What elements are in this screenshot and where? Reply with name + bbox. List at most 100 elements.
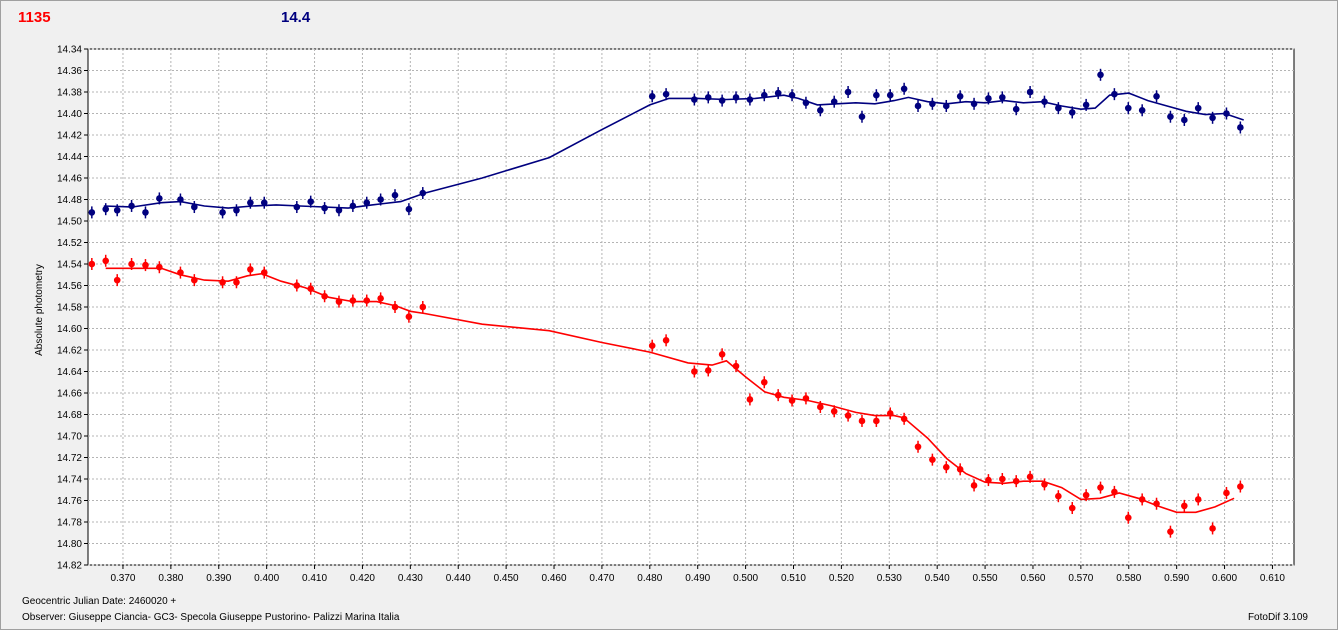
red-data-point bbox=[177, 269, 184, 276]
red-data-point bbox=[191, 276, 198, 284]
blue-data-point bbox=[662, 90, 670, 98]
blue-data-point bbox=[349, 202, 357, 210]
red-data-point bbox=[691, 368, 698, 375]
y-tick-label: 14.34 bbox=[57, 45, 82, 56]
blue-data-point bbox=[900, 85, 908, 93]
x-tick-label: 0.550 bbox=[973, 573, 998, 584]
x-tick-label: 0.560 bbox=[1020, 573, 1045, 584]
red-data-point bbox=[349, 297, 357, 304]
red-data-point bbox=[929, 456, 936, 463]
software-label: FotoDif 3.109 bbox=[1247, 612, 1308, 623]
y-tick-label: 14.50 bbox=[57, 217, 82, 228]
blue-data-point bbox=[247, 199, 254, 207]
y-tick-label: 14.66 bbox=[57, 389, 82, 400]
red-data-point bbox=[746, 396, 754, 403]
blue-data-point bbox=[985, 95, 992, 102]
blue-data-point bbox=[1237, 124, 1244, 131]
grid bbox=[88, 48, 1294, 566]
red-data-point bbox=[1012, 477, 1020, 485]
blue-data-point bbox=[704, 94, 712, 101]
red-data-point bbox=[886, 410, 894, 417]
blue-data-point bbox=[1223, 110, 1230, 117]
red-data-point bbox=[1237, 483, 1244, 490]
y-tick-label: 14.40 bbox=[57, 109, 82, 120]
y-tick-label: 14.82 bbox=[57, 561, 82, 572]
y-tick-label: 14.76 bbox=[57, 496, 82, 507]
red-data-point bbox=[858, 417, 866, 425]
y-tick-label: 14.60 bbox=[57, 324, 82, 335]
blue-data-point bbox=[970, 100, 978, 108]
x-tick-label: 0.420 bbox=[350, 573, 375, 584]
red-data-point bbox=[830, 407, 838, 415]
red-data-point bbox=[1194, 496, 1202, 503]
red-series-label: 1135 bbox=[18, 9, 51, 26]
red-data-point bbox=[113, 276, 121, 284]
red-data-point bbox=[1138, 496, 1146, 503]
y-tick-label: 14.68 bbox=[57, 410, 82, 421]
blue-data-point bbox=[363, 199, 371, 207]
red-fit-line bbox=[105, 267, 1235, 514]
y-tick-label: 14.70 bbox=[57, 432, 82, 443]
y-tick-label: 14.52 bbox=[57, 238, 82, 249]
x-tick-label: 0.440 bbox=[446, 573, 471, 584]
series-layer bbox=[88, 68, 1244, 538]
y-tick-label: 14.58 bbox=[57, 303, 82, 314]
x-tick-label: 0.460 bbox=[542, 573, 567, 584]
blue-data-point bbox=[691, 96, 698, 103]
y-tick-label: 14.36 bbox=[57, 66, 82, 77]
red-data-point bbox=[802, 395, 810, 402]
blue-data-point bbox=[1012, 105, 1020, 113]
blue-data-point bbox=[335, 206, 343, 214]
blue-data-point bbox=[858, 113, 866, 121]
blue-data-point bbox=[1111, 90, 1118, 98]
x-tick-label: 0.610 bbox=[1260, 573, 1285, 584]
x-tick-label: 0.430 bbox=[398, 573, 423, 584]
x-tick-label: 0.520 bbox=[829, 573, 854, 584]
x-tick-label: 0.450 bbox=[494, 573, 519, 584]
red-data-point bbox=[844, 412, 852, 419]
blue-data-point bbox=[956, 93, 964, 100]
y-tick-label: 14.78 bbox=[57, 518, 82, 529]
x-tick-label: 0.600 bbox=[1212, 573, 1237, 584]
red-data-point bbox=[900, 415, 908, 423]
red-data-point bbox=[247, 266, 254, 273]
red-data-point bbox=[1153, 500, 1160, 508]
red-data-point bbox=[321, 292, 328, 300]
blue-data-point bbox=[1124, 104, 1132, 112]
red-data-point bbox=[88, 260, 96, 268]
red-data-point bbox=[1111, 488, 1118, 496]
red-data-point bbox=[873, 417, 880, 425]
x-tick-label: 0.490 bbox=[685, 573, 710, 584]
y-tick-label: 14.62 bbox=[57, 346, 82, 357]
blue-data-point bbox=[405, 205, 413, 213]
y-tick-label: 14.80 bbox=[57, 539, 82, 550]
blue-data-point bbox=[817, 106, 824, 114]
red-data-point bbox=[391, 303, 399, 311]
x-tick-label: 0.540 bbox=[925, 573, 950, 584]
x-tick-label: 0.390 bbox=[206, 573, 231, 584]
y-tick-label: 14.48 bbox=[57, 195, 82, 206]
y-tick-label: 14.46 bbox=[57, 174, 82, 185]
y-tick-label: 14.42 bbox=[57, 131, 82, 142]
blue-data-point bbox=[760, 91, 768, 99]
red-data-point bbox=[914, 443, 922, 451]
red-data-point bbox=[377, 295, 384, 302]
blue-data-point bbox=[102, 205, 110, 213]
blue-data-point bbox=[293, 203, 301, 211]
blue-data-point bbox=[942, 102, 950, 110]
red-data-point bbox=[1041, 481, 1048, 488]
blue-data-point bbox=[391, 191, 399, 199]
y-tick-label: 14.54 bbox=[57, 260, 82, 271]
blue-data-point bbox=[1153, 93, 1160, 100]
red-data-point bbox=[128, 260, 135, 268]
blue-data-point bbox=[260, 199, 268, 207]
red-data-point bbox=[1026, 473, 1034, 481]
blue-data-point bbox=[142, 209, 149, 216]
red-data-point bbox=[233, 278, 240, 286]
red-data-point bbox=[142, 261, 149, 269]
red-data-point bbox=[970, 482, 978, 489]
blue-data-point bbox=[113, 206, 121, 214]
blue-data-point bbox=[1026, 88, 1034, 96]
red-data-point bbox=[985, 476, 992, 484]
